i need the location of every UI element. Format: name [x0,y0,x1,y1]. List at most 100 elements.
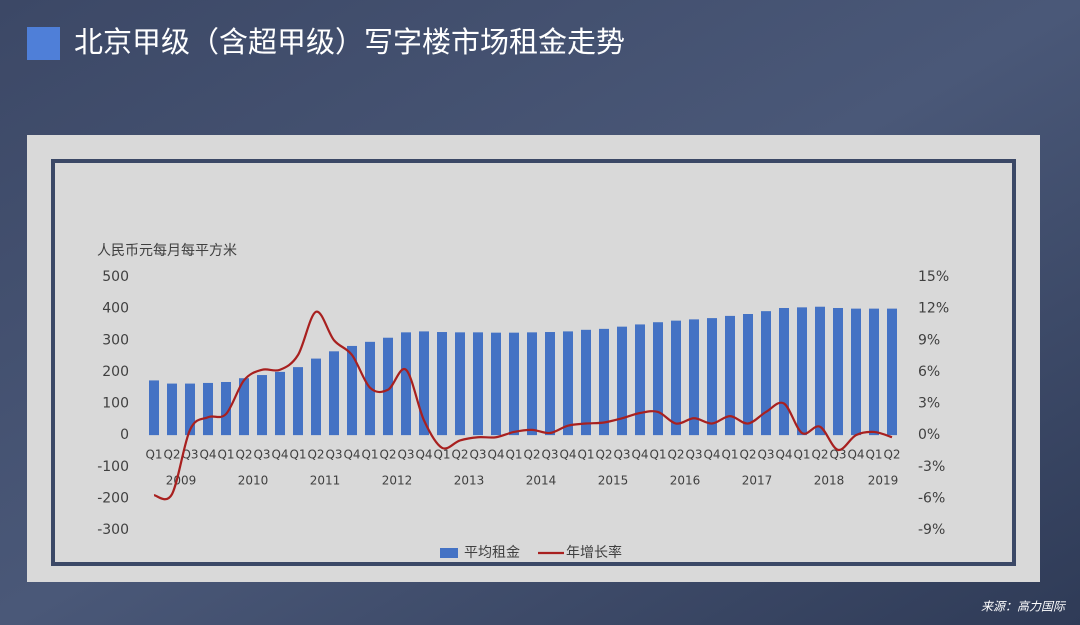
x-tick-label: Q3 [325,448,342,462]
bar [383,337,393,436]
x-tick-label: Q2 [523,448,540,462]
x-tick-label: Q3 [181,448,198,462]
bar [707,318,717,436]
bar [563,331,573,436]
bar [149,380,159,436]
bar [833,307,843,436]
x-tick-label: Q4 [631,448,648,462]
legend-label: 平均租金 [464,545,520,561]
year-label: 2009 [166,474,197,488]
x-tick-label: Q4 [559,448,576,462]
year-label: 2011 [310,474,341,488]
legend-swatch [440,548,458,558]
x-tick-label: Q2 [451,448,468,462]
y2-tick-label: 9% [918,332,940,348]
bar [275,371,285,436]
bar [653,322,663,436]
bar [401,332,411,436]
bar [617,326,627,436]
x-tick-label: Q2 [667,448,684,462]
y-tick-label: 400 [102,301,129,317]
bar [167,383,177,436]
bar [257,375,267,436]
y-tick-label: 0 [120,427,129,443]
bar [329,351,339,436]
year-label: 2010 [238,474,269,488]
year-label: 2019 [868,474,899,488]
x-tick-label: Q1 [865,448,882,462]
year-label: 2012 [382,474,413,488]
x-tick-label: Q1 [217,448,234,462]
bar [293,367,303,436]
y-tick-label: 200 [102,364,129,380]
x-tick-label: Q4 [415,448,432,462]
x-tick-label: Q1 [577,448,594,462]
x-tick-label: Q1 [145,448,162,462]
bar [671,320,681,436]
x-tick-label: Q2 [883,448,900,462]
x-tick-label: Q1 [649,448,666,462]
year-label: 2016 [670,474,701,488]
x-tick-label: Q3 [685,448,702,462]
bar [815,306,825,436]
y2-tick-label: 12% [918,301,949,317]
bar [725,315,735,436]
title-icon [27,27,60,60]
x-tick-label: Q2 [163,448,180,462]
line [153,310,893,501]
x-tick-label: Q4 [343,448,360,462]
bar [419,331,429,436]
y2-tick-label: 3% [918,396,940,412]
year-label: 2014 [526,474,557,488]
y2-tick-label: -3% [918,459,945,475]
y-tick-label: 100 [102,396,129,412]
legend-label: 年增长率 [566,544,622,561]
bar [437,332,447,436]
x-tick-label: Q2 [379,448,396,462]
y2-tick-label: 0% [918,427,940,443]
bar [761,311,771,436]
bar [581,329,591,436]
bar [545,332,555,436]
bar [239,378,249,436]
bar [599,328,609,436]
x-tick-label: Q3 [757,448,774,462]
y-tick-label: -200 [97,490,129,506]
x-tick-label: Q1 [793,448,810,462]
x-tick-label: Q3 [253,448,270,462]
bar [635,324,645,436]
bar [869,308,879,436]
bar [851,308,861,436]
y2-tick-label: -6% [918,490,945,506]
x-tick-label: Q4 [199,448,216,462]
y-tick-label: -300 [97,522,129,538]
unit-label: 人民币元每月每平方米 [97,243,237,259]
x-tick-label: Q3 [613,448,630,462]
y2-tick-label: 15% [918,269,949,285]
x-tick-label: Q2 [307,448,324,462]
bar [221,381,231,436]
bar [887,308,897,436]
x-tick-label: Q4 [847,448,864,462]
bar [509,332,519,436]
frame [51,159,1016,566]
y-tick-label: 500 [102,269,129,285]
x-tick-label: Q2 [811,448,828,462]
y-tick-label: 300 [102,332,129,348]
x-tick-label: Q2 [739,448,756,462]
bar [311,358,321,436]
year-label: 2015 [598,474,629,488]
x-tick-label: Q2 [235,448,252,462]
x-tick-label: Q1 [433,448,450,462]
x-tick-label: Q1 [505,448,522,462]
year-label: 2017 [742,474,773,488]
bar [689,319,699,436]
x-tick-label: Q1 [289,448,306,462]
y2-tick-label: -9% [918,522,945,538]
bar [455,332,465,436]
x-tick-label: Q1 [361,448,378,462]
bar [797,307,807,436]
x-tick-label: Q2 [595,448,612,462]
